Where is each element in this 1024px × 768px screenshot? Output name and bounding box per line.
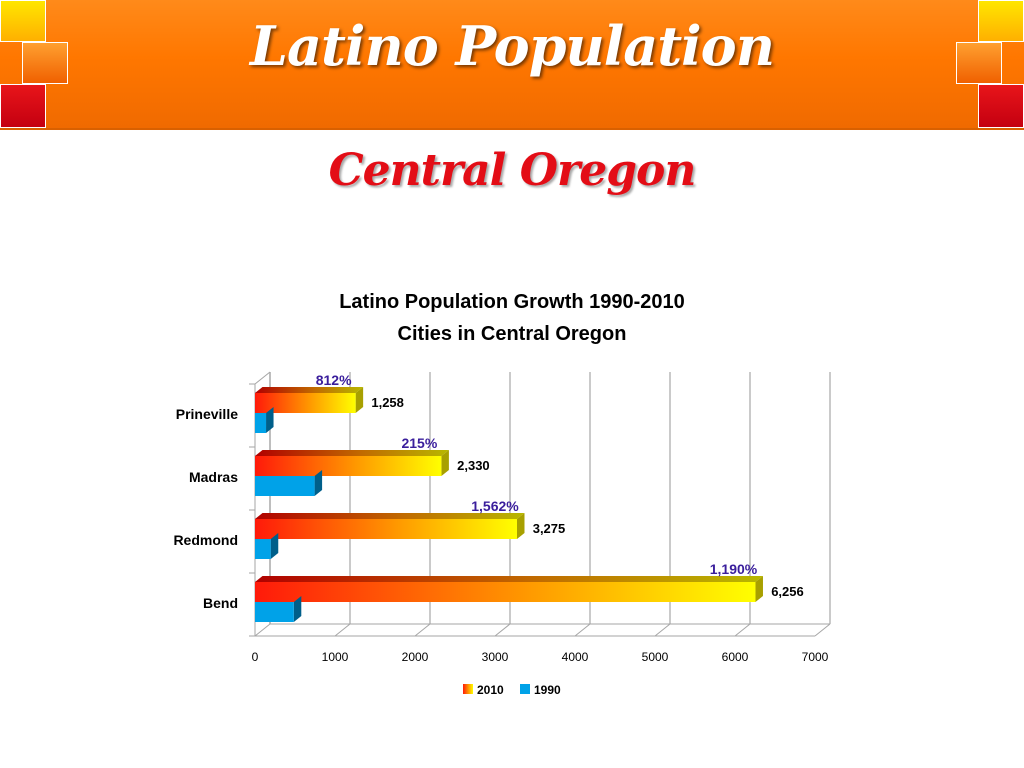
floor-gridline	[334, 623, 351, 637]
bar-1990	[255, 539, 271, 559]
chart-title: Latino Population Growth 1990-2010	[339, 291, 685, 313]
corner-tile	[956, 42, 1002, 84]
value-label: 6,256	[771, 584, 804, 599]
bar-2010	[255, 582, 756, 602]
growth-label: 812%	[316, 372, 352, 388]
bar-1990-side	[266, 407, 274, 433]
slide-title: Latino Population	[250, 14, 775, 78]
title-banner	[0, 0, 1024, 128]
bar-2010-top	[255, 387, 364, 393]
category-label: Madras	[189, 469, 238, 485]
corner-tile	[0, 0, 46, 42]
growth-label: 1,562%	[471, 498, 519, 514]
bar-1990	[255, 602, 294, 622]
slide-subtitle: Central Oregon	[328, 145, 697, 196]
bar-1990-side	[293, 596, 302, 622]
bar-2010-side	[441, 450, 449, 476]
growth-label: 215%	[401, 435, 437, 451]
bar-1990-side	[314, 470, 323, 496]
floor-gridline	[734, 623, 751, 637]
legend-swatch-2010	[463, 684, 473, 694]
floor-gridline	[254, 623, 271, 637]
floor-gridline	[414, 623, 431, 637]
bar-1990	[255, 476, 315, 496]
growth-label: 1,190%	[710, 561, 758, 577]
bar-2010-top	[255, 576, 763, 582]
value-label: 2,330	[457, 458, 490, 473]
chart-subtitle: Cities in Central Oregon	[397, 323, 627, 345]
bar-2010-top	[255, 513, 525, 519]
bar-1990	[255, 413, 267, 433]
legend-swatch-1990	[520, 684, 530, 694]
legend-label: 2010	[477, 683, 504, 697]
x-tick-label: 1000	[322, 650, 349, 664]
x-tick-label: 5000	[642, 650, 669, 664]
wall-top-edge	[254, 371, 271, 385]
bar-1990-side	[270, 533, 279, 559]
corner-tile	[22, 42, 68, 84]
category-label: Bend	[203, 595, 238, 611]
bar-2010-side	[755, 576, 763, 602]
floor-gridline	[654, 623, 671, 637]
x-tick-label: 2000	[402, 650, 429, 664]
bar-2010	[255, 393, 356, 413]
x-tick-label: 3000	[482, 650, 509, 664]
corner-tile	[978, 0, 1024, 42]
corner-tile	[0, 84, 46, 128]
bar-2010	[255, 456, 442, 476]
banner-divider	[0, 128, 1024, 130]
category-label: Prineville	[176, 406, 238, 422]
value-label: 1,258	[371, 395, 404, 410]
floor-gridline	[494, 623, 511, 637]
bar-2010-top	[255, 450, 449, 456]
bar-2010-side	[517, 513, 525, 539]
corner-tile	[978, 84, 1024, 128]
x-tick-label: 6000	[722, 650, 749, 664]
x-tick-label: 7000	[802, 650, 829, 664]
legend-label: 1990	[534, 683, 561, 697]
value-label: 3,275	[533, 521, 566, 536]
bar-2010-side	[355, 387, 364, 413]
bar-2010	[255, 519, 517, 539]
floor-gridline	[574, 623, 591, 637]
category-label: Redmond	[173, 532, 238, 548]
x-tick-label: 0	[252, 650, 259, 664]
x-tick-label: 4000	[562, 650, 589, 664]
floor-gridline	[814, 623, 831, 637]
